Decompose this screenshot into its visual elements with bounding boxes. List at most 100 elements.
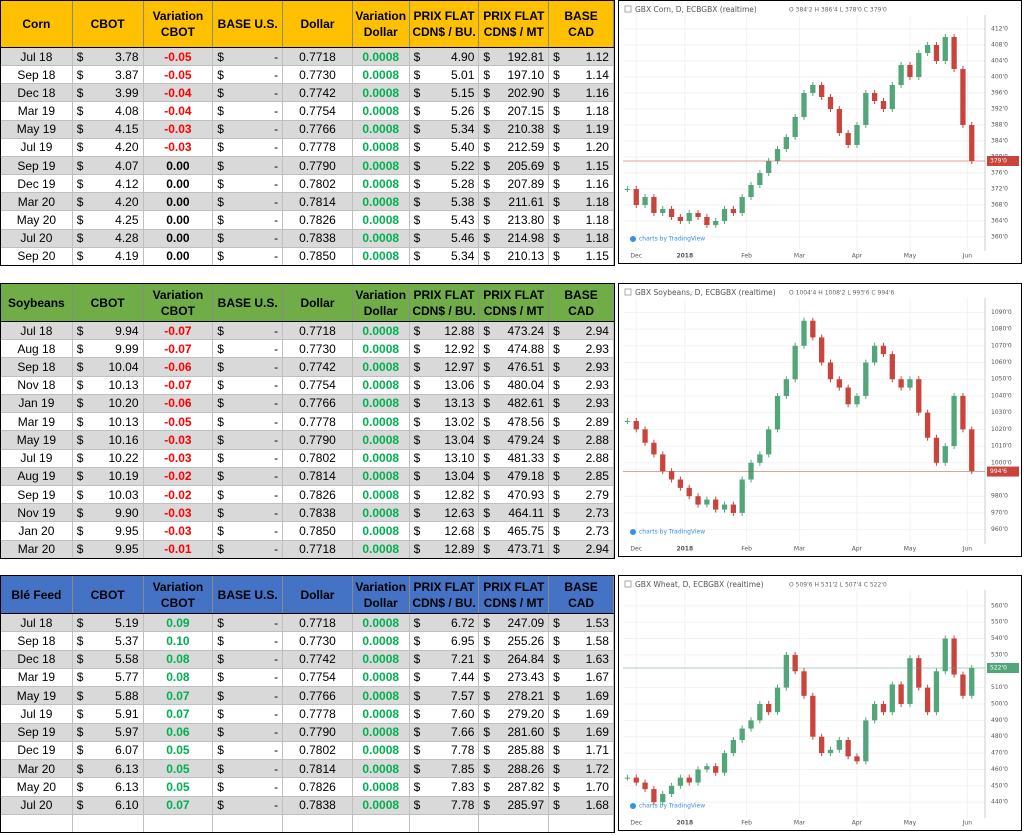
header-cell: BASE CAD xyxy=(549,576,614,613)
cell-value: 0.7742 xyxy=(283,650,353,669)
candle-body xyxy=(827,749,834,754)
money-cell: $465.75 xyxy=(479,522,550,541)
cell-value: 0.0008 xyxy=(352,431,410,450)
candle-body xyxy=(748,185,754,197)
candle-body xyxy=(633,189,639,205)
currency-sign: $ xyxy=(553,194,560,209)
x-tick-label: Feb xyxy=(741,253,752,260)
cell-value: 5.19 xyxy=(115,615,139,630)
candle-body xyxy=(660,209,666,213)
candle-body xyxy=(969,125,975,161)
currency-sign: $ xyxy=(217,688,224,703)
candle-body xyxy=(863,93,869,125)
currency-sign: $ xyxy=(76,85,84,100)
candle-body xyxy=(889,85,895,109)
money-cell: $13.04 xyxy=(409,467,480,486)
cell-value: 281.60 xyxy=(507,725,545,740)
candle-body xyxy=(880,101,887,109)
table-row: May 19 $10.16 -0.03 $ -0.7790 0.0008 $13.04 $47… xyxy=(1,431,614,450)
cell-value: -0.01 xyxy=(143,540,214,558)
cell-value: 0.0008 xyxy=(352,322,410,341)
cell-value: 0.7718 xyxy=(283,48,353,67)
table-row: May 19 $4.15 -0.03 $ -0.7766 0.0008 $5.34 $210.… xyxy=(1,120,614,139)
currency-sign: $ xyxy=(217,761,224,776)
currency-sign: $ xyxy=(413,542,421,557)
table-row: Sep 20 $4.19 0.00 $ -0.7850 0.0008 $5.34 $210.1… xyxy=(1,247,614,266)
header-cell: BASE CAD xyxy=(549,284,614,321)
currency-sign: $ xyxy=(217,469,224,484)
currency-sign: $ xyxy=(553,341,560,356)
currency-sign: $ xyxy=(217,670,224,685)
candle-body xyxy=(960,69,966,125)
cell-value: 0.0008 xyxy=(352,48,410,67)
money-cell: $192.81 xyxy=(479,48,550,67)
cell-value: 0.05 xyxy=(143,760,214,779)
candle-body xyxy=(757,704,763,721)
price-table: Corn CBOT Variation CBOT BASE U.S. Dollar Var… xyxy=(0,0,615,267)
header-cell: Variation CBOT xyxy=(144,284,214,321)
money-cell: $4.07 xyxy=(72,156,144,176)
cell-value: 2.94 xyxy=(585,542,609,557)
money-cell: $ - xyxy=(213,358,284,377)
candle-body xyxy=(677,777,684,786)
contract-month: Aug 18 xyxy=(1,340,73,359)
cell-value: - xyxy=(274,432,279,447)
currency-sign: $ xyxy=(217,633,224,648)
cell-value: - xyxy=(274,194,279,209)
cell-value: 5.97 xyxy=(115,725,139,740)
candle-body xyxy=(854,125,860,145)
cell-value: 9.95 xyxy=(115,542,139,557)
cell-value: - xyxy=(274,469,279,484)
price-table: Soybeans CBOT Variation CBOT BASE U.S. Dolla… xyxy=(0,283,615,559)
candle-body xyxy=(916,53,922,77)
money-cell: $473.71 xyxy=(479,540,550,558)
header-cell: PRIX FLAT CDN$ / BU. xyxy=(410,284,480,321)
cell-value: 7.78 xyxy=(451,743,475,758)
money-cell: $213.80 xyxy=(479,211,550,230)
money-cell: $1.67 xyxy=(549,668,614,687)
cell-value: - xyxy=(274,85,279,100)
currency-sign: $ xyxy=(413,798,421,813)
money-cell: $1.70 xyxy=(549,778,614,797)
header-cell: Dollar xyxy=(283,284,353,321)
cell-value: 0.7814 xyxy=(283,467,353,486)
y-tick-label: 1050'0 xyxy=(991,376,1012,383)
header-cell: BASE CAD xyxy=(549,1,614,47)
header-cell: BASE U.S. xyxy=(213,576,284,613)
currency-sign: $ xyxy=(217,104,224,119)
header-cell: Variation Dollar xyxy=(353,576,410,613)
money-cell: $6.13 xyxy=(72,760,144,779)
cell-value: -0.03 xyxy=(143,522,214,541)
currency-sign: $ xyxy=(217,231,224,246)
last-price-label: 379'0 xyxy=(990,158,1007,165)
money-cell: $5.40 xyxy=(409,138,480,157)
candle-body xyxy=(757,454,763,463)
table-row: Jul 18 $9.94 -0.07 $ -0.7718 0.0008 $12.88 $473… xyxy=(1,322,614,341)
currency-sign: $ xyxy=(217,49,224,64)
candle-body xyxy=(942,446,948,463)
currency-sign: $ xyxy=(76,49,84,64)
candle-body xyxy=(933,45,940,61)
contract-month: Aug 19 xyxy=(1,467,73,486)
cell-value: 0.7730 xyxy=(283,66,353,85)
cell-value: 9.95 xyxy=(115,524,139,539)
candle-body xyxy=(845,133,851,145)
currency-sign: $ xyxy=(413,652,421,667)
currency-sign: $ xyxy=(76,212,84,227)
y-tick-label: 530'0 xyxy=(991,651,1008,658)
money-cell: $2.93 xyxy=(549,394,614,414)
cell-value: 0.7778 xyxy=(283,705,353,724)
y-tick-label: 1080'0 xyxy=(991,326,1012,333)
candle-body xyxy=(907,658,913,704)
chart-title: GBX Soybeans, D, ECBGBX (realtime) xyxy=(635,288,776,297)
cell-value: 1.69 xyxy=(585,725,609,740)
cell-value: 0.7850 xyxy=(283,522,353,541)
cell-value: 210.13 xyxy=(507,249,545,264)
money-cell: $255.26 xyxy=(479,632,550,651)
cell-value: - xyxy=(274,505,279,520)
contract-month: Mar 20 xyxy=(1,760,73,779)
candle-body xyxy=(792,117,798,137)
money-cell: $10.20 xyxy=(72,394,144,414)
currency-sign: $ xyxy=(483,688,491,703)
money-cell: $12.88 xyxy=(409,322,480,341)
